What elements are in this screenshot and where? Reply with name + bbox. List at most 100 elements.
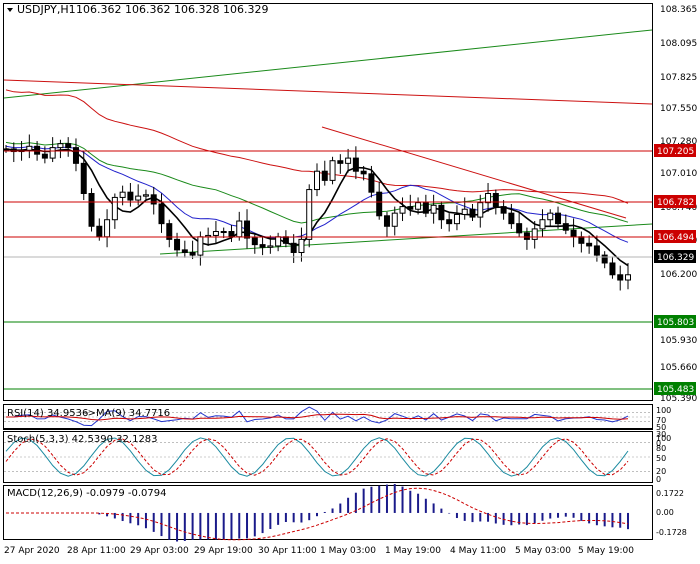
candle <box>174 238 181 251</box>
macd-tick: 0.00 <box>656 508 674 517</box>
ma-blue-line <box>5 145 629 243</box>
macd-tick: 0.1722 <box>656 489 684 498</box>
candle <box>189 251 196 256</box>
stoch-tick: 0 <box>656 475 661 484</box>
trend-line <box>159 223 653 255</box>
symbol-label: USDJPY,H1 <box>17 3 76 16</box>
trend-line <box>3 29 653 99</box>
candle <box>41 153 48 159</box>
candle <box>539 219 546 230</box>
candle <box>49 147 56 159</box>
candle <box>10 148 17 153</box>
candle <box>508 212 515 225</box>
candle <box>446 219 453 225</box>
candle <box>290 242 297 253</box>
candle <box>469 208 476 218</box>
trend-line <box>3 79 653 105</box>
candle <box>547 212 554 221</box>
candle <box>531 228 538 240</box>
candle <box>236 220 243 238</box>
candle <box>453 213 460 225</box>
candle <box>259 244 266 248</box>
price-tick: 108.095 <box>660 39 697 49</box>
candle <box>376 191 383 217</box>
candle <box>150 194 157 205</box>
time-tick: 30 Apr 11:00 <box>258 546 317 556</box>
candle <box>516 223 523 234</box>
price-tick: 105.930 <box>660 336 697 346</box>
candle <box>267 245 274 248</box>
time-tick: 1 May 03:00 <box>320 546 376 556</box>
candle <box>181 249 188 253</box>
current-price-tag: 106.329 <box>657 253 694 263</box>
candle <box>407 206 414 210</box>
price-tick: 107.010 <box>660 169 697 179</box>
candle <box>135 195 142 201</box>
stoch-pane[interactable] <box>3 431 653 483</box>
trend-line <box>321 126 627 219</box>
candle <box>485 192 492 204</box>
candle <box>391 212 398 227</box>
candle <box>477 202 484 218</box>
rsi-line <box>5 406 629 427</box>
candle <box>617 274 624 281</box>
stoch-tick: 20 <box>656 467 666 476</box>
level-tag: 107.205 <box>657 147 694 157</box>
candle <box>345 157 352 164</box>
candle <box>282 236 289 244</box>
candle <box>500 206 507 214</box>
level-tag: 105.803 <box>657 318 694 328</box>
macd-tick: -0.1728 <box>656 528 687 537</box>
rsi-tick: 70 <box>656 416 666 425</box>
stoch-axis: 100 80 50 20 0 <box>656 434 671 484</box>
candle <box>26 145 33 151</box>
price-tick: 107.280 <box>660 137 697 147</box>
candle <box>142 194 149 197</box>
candle <box>329 160 336 181</box>
candle <box>3 148 9 151</box>
candle <box>399 206 406 214</box>
level-tags: 107.205 106.782 106.494 106.329 105.803 … <box>654 144 696 395</box>
ma-green-line <box>5 141 629 224</box>
candle <box>570 229 577 238</box>
price-tick: 105.390 <box>660 394 697 404</box>
candle <box>298 238 305 253</box>
symbol-header: USDJPY,H1 106.362 106.362 106.328 106.32… <box>7 3 268 16</box>
stoch-tick: 100 <box>656 434 671 443</box>
macd-signal-line <box>6 487 629 541</box>
main-pane[interactable] <box>3 3 653 401</box>
time-tick: 28 Apr 11:00 <box>67 546 126 556</box>
candle <box>601 254 608 264</box>
candle <box>96 225 103 238</box>
candle <box>158 203 165 225</box>
candle <box>337 160 344 164</box>
candle <box>422 202 429 214</box>
candle <box>104 219 111 238</box>
candle <box>368 173 375 193</box>
level-tag: 106.494 <box>657 233 694 243</box>
candle <box>220 231 227 234</box>
candle <box>244 220 251 239</box>
candle <box>251 237 258 246</box>
candle <box>461 208 468 215</box>
candle <box>383 215 390 227</box>
candle <box>197 236 204 256</box>
stoch-k-line <box>5 437 629 477</box>
time-tick: 5 May 19:00 <box>578 546 634 556</box>
collapse-triangle-icon[interactable] <box>7 8 13 12</box>
candle <box>166 223 173 240</box>
price-tick: 108.365 <box>660 5 697 15</box>
candle <box>438 204 445 221</box>
candle <box>111 196 118 221</box>
candle <box>415 202 422 210</box>
candle <box>523 232 530 240</box>
macd-pane[interactable] <box>3 485 653 540</box>
candle <box>119 191 126 198</box>
candle <box>34 145 41 155</box>
candle <box>352 157 359 172</box>
macd-label: MACD(12,26,9) -0.0979 -0.0794 <box>7 488 167 499</box>
candle <box>275 236 282 247</box>
candle <box>555 212 562 225</box>
